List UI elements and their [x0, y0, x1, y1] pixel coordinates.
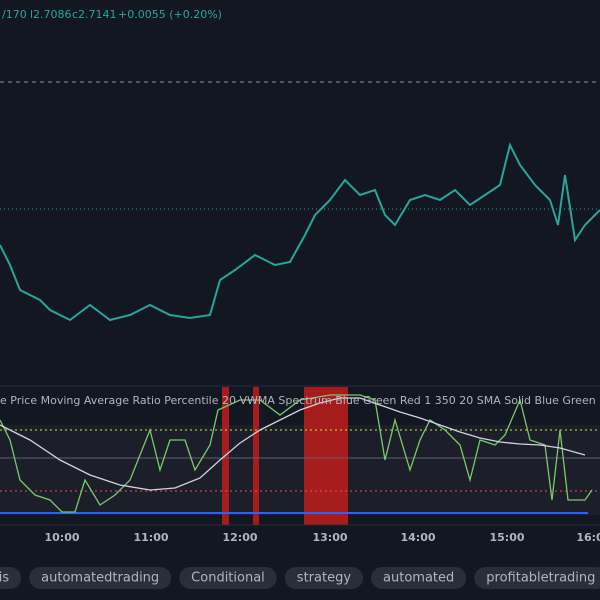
average-line: [0, 397, 586, 491]
tag-label: sis: [0, 571, 9, 586]
time-label: 11:00: [133, 531, 168, 544]
time-label: 10:00: [44, 531, 79, 544]
ohlc-open: /170: [2, 8, 27, 21]
tag-pill: [179, 567, 277, 589]
tag[interactable]: Conditional: [179, 567, 277, 589]
tag-label: automatedtrading: [41, 571, 159, 586]
time-label: 15:00: [489, 531, 524, 544]
signal-zone: [253, 387, 259, 525]
tag-pill: [474, 567, 600, 589]
ohlc-close: c2.7141: [72, 8, 117, 21]
tag-label: profitabletrading: [486, 571, 595, 586]
price-line: [0, 142, 600, 322]
tag-pill: [284, 567, 364, 589]
time-label: 12:00: [222, 531, 257, 544]
tag[interactable]: automatedtrading: [29, 567, 172, 589]
tag-pill: [29, 567, 172, 589]
tag[interactable]: strategy: [284, 567, 364, 589]
time-label: 13:00: [312, 531, 347, 544]
tag-pill: [0, 567, 22, 589]
indicator-band: [0, 425, 600, 515]
time-axis: 10:00 11:00 12:00 13:00 14:00 15:00 16:0: [44, 531, 600, 544]
time-label: 16:0: [576, 531, 600, 544]
tag[interactable]: sis: [0, 567, 22, 589]
tag[interactable]: profitabletrading: [474, 567, 600, 589]
tag-label: Conditional: [191, 571, 265, 586]
tag-label: automated: [383, 571, 454, 586]
ohlc-change: +0.0055 (+0.20%): [118, 8, 222, 21]
tag-pill: [371, 567, 467, 589]
tag[interactable]: automated: [371, 567, 467, 589]
tag-bar: sis automatedtrading Conditional strategy au…: [0, 567, 600, 589]
tag-label: strategy: [297, 571, 352, 586]
price-pane: [0, 0, 600, 385]
ohlc-low: l2.7086: [30, 8, 72, 21]
indicator-title: e Price Moving Average Ratio Percentile …: [0, 394, 600, 407]
signal-zone: [304, 387, 348, 525]
indicator-line: [0, 394, 593, 513]
time-label: 14:00: [400, 531, 435, 544]
